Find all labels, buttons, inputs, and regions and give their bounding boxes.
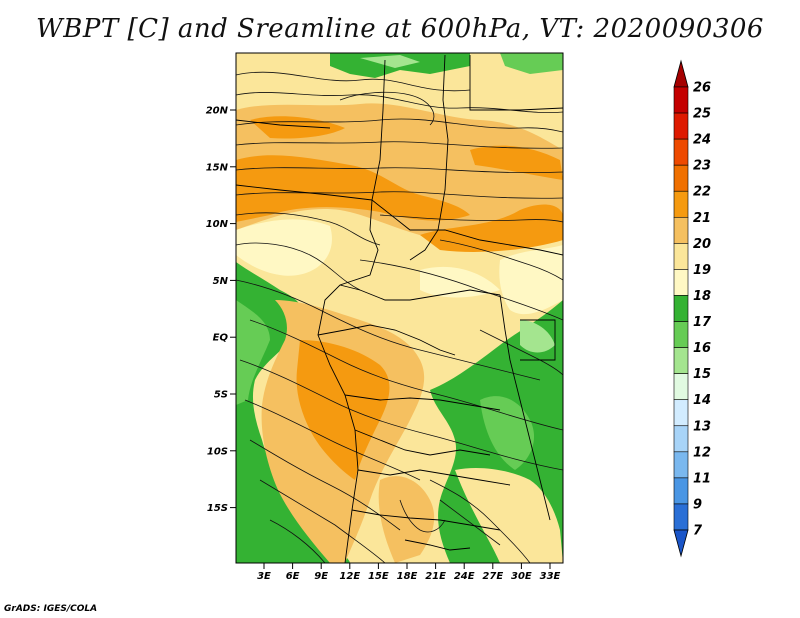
lon-tick-label: 6E [286, 571, 300, 582]
dark-orange-region-south [296, 340, 390, 480]
colorbar-segment [673, 451, 689, 479]
lon-tick-label: 15E [368, 571, 389, 582]
colorbar-label: 17 [693, 315, 712, 330]
colorbar-segment [673, 269, 689, 296]
colorbar-label: 7 [693, 524, 703, 539]
colorbar-label: 20 [693, 237, 711, 252]
colorbar-label: 12 [693, 445, 711, 460]
lon-tick-label: 3E [257, 571, 271, 582]
pale-region-west [236, 219, 332, 276]
lat-tick-label: EQ [213, 333, 229, 344]
dark-orange-patch-3 [470, 145, 563, 180]
green-light-north [360, 55, 420, 68]
pale-region-east [499, 245, 563, 315]
colorbar-label: 25 [693, 107, 711, 122]
colorbar: 26 25 24 23 22 21 20 19 18 17 16 15 14 13 12 11 9 7 [673, 59, 712, 558]
colorbar-label: 15 [693, 367, 711, 382]
colorbar-segment [673, 477, 689, 505]
colorbar-segment [673, 190, 689, 218]
colorbar-label: 18 [693, 289, 711, 304]
dark-orange-patch-2 [420, 204, 563, 252]
colorbar-label: 24 [693, 133, 711, 148]
colorbar-label: 23 [693, 159, 711, 174]
lat-tick-label: 20N [206, 106, 229, 117]
colorbar-label: 19 [693, 263, 711, 278]
colorbar-label: 16 [693, 341, 711, 356]
colorbar-segment [673, 503, 689, 531]
country-borders [236, 54, 563, 563]
colorbar-segment [673, 321, 689, 348]
colorbar-segment [673, 243, 689, 270]
longitude-axis: 3E 6E 9E 12E 15E 18E 21E 24E 27E 30E 33E [257, 563, 561, 582]
colorbar-segment [673, 373, 689, 401]
orange-region-north [236, 103, 563, 245]
map-frame [235, 52, 564, 564]
lon-tick-label: 30E [511, 571, 532, 582]
chart-title: WBPT [C] and Sreamline at 600hPa, VT: 20… [36, 14, 764, 44]
lat-tick-label: 5N [213, 276, 229, 287]
colorbar-segment [673, 164, 689, 192]
colorbar-segment [673, 138, 689, 166]
colorbar-segment [673, 399, 689, 427]
lon-tick-label: 12E [339, 571, 360, 582]
lon-tick-label: 21E [425, 571, 446, 582]
colorbar-bottom-arrow [673, 529, 689, 558]
lon-tick-label: 9E [314, 571, 328, 582]
lon-tick-label: 27E [482, 571, 503, 582]
colorbar-segment [673, 216, 689, 244]
latitude-axis: 20N 15N 10N 5N EQ 5S 10S 15S [206, 106, 236, 514]
colorbar-segment [673, 112, 689, 140]
colorbar-segment [673, 347, 689, 374]
wbpt-field [236, 53, 563, 563]
yellow-region-southeast [455, 468, 563, 563]
dark-orange-region-north [236, 155, 470, 222]
colorbar-label: 26 [693, 81, 711, 96]
colorbar-label: 13 [693, 419, 711, 434]
colorbar-label: 11 [693, 471, 711, 486]
colorbar-label: 9 [693, 497, 702, 512]
colorbar-top-arrow [673, 59, 689, 88]
lon-tick-label: 24E [454, 571, 475, 582]
colorbar-label: 22 [693, 185, 711, 200]
colorbar-segment [673, 425, 689, 453]
lat-tick-label: 15N [206, 162, 229, 173]
green-light-east [480, 396, 535, 470]
lon-tick-label: 18E [397, 571, 418, 582]
orange-region-far-south [378, 476, 435, 563]
lat-tick-label: 15S [207, 503, 228, 514]
lake-victoria-region [520, 320, 555, 353]
lon-tick-label: 33E [540, 571, 561, 582]
green-light-west [236, 300, 270, 405]
colorbar-label: 14 [693, 393, 711, 408]
footer-credit: GrADS: IGES/COLA [4, 604, 98, 614]
lat-tick-label: 10S [207, 446, 228, 457]
colorbar-segment [673, 86, 689, 114]
green-region-northeast [500, 53, 563, 74]
lat-tick-label: 10N [206, 219, 229, 230]
colorbar-label: 21 [693, 211, 711, 226]
lat-tick-label: 5S [214, 390, 228, 401]
colorbar-segment [673, 295, 689, 322]
